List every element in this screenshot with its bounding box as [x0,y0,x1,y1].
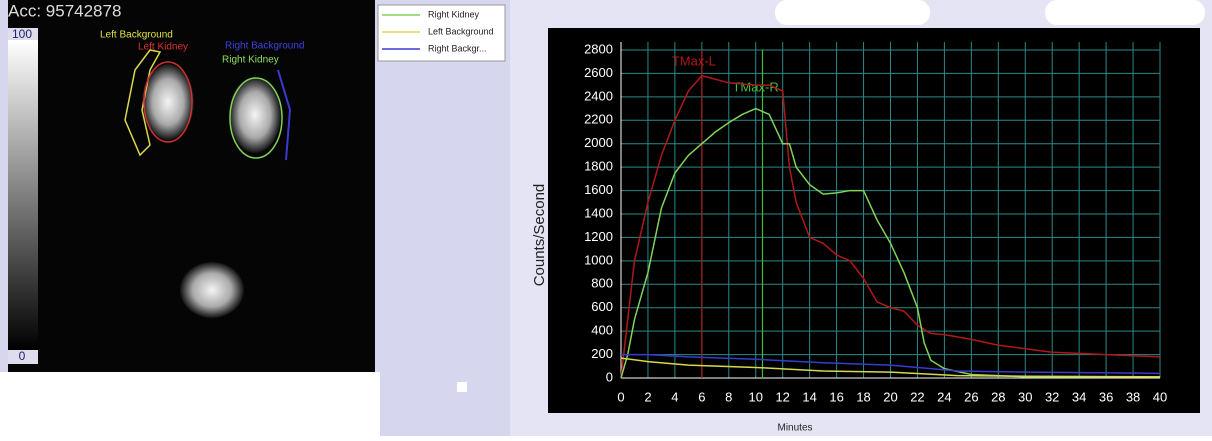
bladder [180,262,244,318]
x-tick-label: 14 [802,389,816,404]
y-tick-label: 1600 [584,182,613,197]
x-tick-label: 12 [775,389,789,404]
blank-square [457,382,467,392]
y-tick-label: 400 [591,323,613,338]
x-tick-label: 16 [829,389,843,404]
scan-image [8,0,375,372]
x-axis-label: Minutes [777,423,812,434]
y-tick-label: 1400 [584,205,613,220]
legend-label: Right Backgr... [428,43,487,53]
y-tick-label: 1000 [584,252,613,267]
y-tick-label: 2000 [584,135,613,150]
legend-label: Left Background [428,26,494,36]
x-tick-label: 34 [1072,389,1086,404]
x-tick-label: 8 [725,389,732,404]
x-tick-label: 32 [1045,389,1059,404]
x-tick-label: 28 [991,389,1005,404]
scale-min: 0 [19,349,26,363]
y-tick-label: 1200 [584,229,613,244]
roi-label: Left Kidney [138,42,188,53]
x-tick-label: 38 [1126,389,1140,404]
x-tick-label: 18 [856,389,870,404]
x-tick-label: 40 [1153,389,1167,404]
x-tick-label: 20 [883,389,897,404]
legend-label: Right Kidney [428,9,480,19]
x-tick-label: 0 [617,389,624,404]
y-tick-label: 600 [591,299,613,314]
color-bar [8,40,38,350]
screen: 100 0 Acc: 95742878 Left Background Left… [0,0,1212,436]
x-tick-label: 4 [671,389,678,404]
blank-area [1045,0,1205,25]
roi-label: Right Kidney [222,55,279,66]
scale-max: 100 [12,27,32,41]
blank-area [775,0,930,25]
y-tick-label: 200 [591,346,613,361]
y-tick-label: 1800 [584,159,613,174]
roi-label: Left Background [100,30,173,41]
x-tick-label: 22 [910,389,924,404]
y-tick-label: 2400 [584,88,613,103]
y-tick-label: 2600 [584,65,613,80]
roi-label: Right Background [225,41,305,52]
x-tick-label: 30 [1018,389,1032,404]
y-axis-label: Counts/Second [531,184,548,287]
x-tick-label: 6 [698,389,705,404]
x-tick-label: 26 [964,389,978,404]
x-tick-label: 36 [1099,389,1113,404]
acc-label: Acc: 95742878 [8,1,121,20]
x-tick-label: 10 [749,389,763,404]
y-tick-label: 2200 [584,112,613,127]
x-tick-label: 24 [937,389,951,404]
blank-area [0,372,380,436]
x-tick-label: 2 [644,389,651,404]
y-tick-label: 800 [591,276,613,291]
y-tick-label: 0 [606,369,613,384]
tmax-label: TMax-L [672,53,716,68]
y-tick-label: 2800 [584,41,613,56]
